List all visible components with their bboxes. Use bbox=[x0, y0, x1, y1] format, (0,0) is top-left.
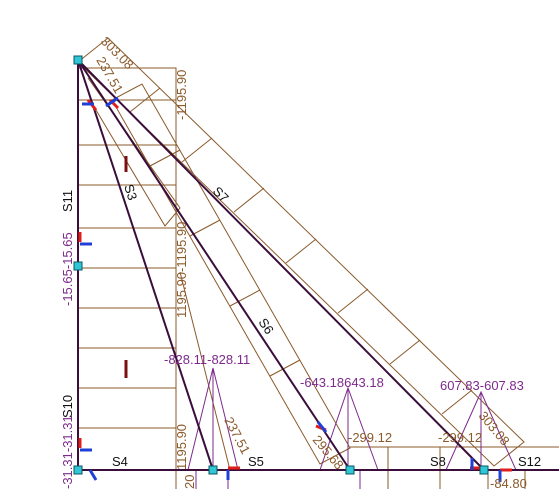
label-607: 607.83-607.83 bbox=[440, 378, 524, 393]
label-s4: S4 bbox=[112, 454, 128, 469]
s7-envelope-band bbox=[77, 37, 525, 467]
label-237-bottom: 237.51 bbox=[221, 414, 253, 456]
members-layer bbox=[77, 59, 559, 471]
label-s10: S10 bbox=[60, 395, 75, 418]
label-s6: S6 bbox=[256, 315, 277, 337]
label-15-65: -15.65-15.65 bbox=[60, 232, 75, 306]
label-s5: S5 bbox=[248, 454, 264, 469]
label-643: -643.18643.18 bbox=[300, 375, 384, 390]
node-mid-left[interactable] bbox=[73, 261, 83, 271]
member-s7 bbox=[77, 59, 485, 471]
vertical-envelope-hatching bbox=[78, 99, 176, 429]
axis-blue-9 bbox=[88, 469, 98, 481]
axis-blue-5 bbox=[316, 421, 328, 433]
label-s3: S3 bbox=[121, 182, 140, 202]
node-bottom-left[interactable] bbox=[73, 465, 83, 475]
label-31-31: -31.31-31.31 bbox=[60, 415, 75, 489]
axis-markers bbox=[78, 96, 512, 482]
node-s3-bottom[interactable] bbox=[208, 465, 218, 475]
node-top[interactable] bbox=[73, 55, 83, 65]
member-s6 bbox=[77, 59, 351, 471]
label-s11: S11 bbox=[60, 190, 75, 212]
node-s7-bottom[interactable] bbox=[479, 465, 489, 475]
member-s3 bbox=[77, 59, 214, 471]
s6-envelope-band bbox=[111, 83, 351, 465]
label-828: -828.11-828.11 bbox=[164, 352, 250, 367]
label-1195-top: -1195.90 bbox=[174, 70, 189, 120]
label-20: 20 bbox=[182, 475, 197, 489]
axis-blue-4 bbox=[105, 96, 119, 108]
label-s8: S8 bbox=[430, 454, 446, 469]
label-84: -84.80 bbox=[490, 476, 527, 489]
s6-envelope-hatching bbox=[149, 149, 301, 377]
nodes-layer bbox=[73, 55, 489, 475]
label-s7: S7 bbox=[210, 184, 232, 206]
s7-envelope-hatching bbox=[129, 87, 473, 415]
label-299-a: -299.12 bbox=[348, 430, 392, 445]
label-299-b: -299.12 bbox=[438, 430, 482, 445]
node-s6-bottom[interactable] bbox=[345, 465, 355, 475]
label-1195-bottom: 1195.90 bbox=[174, 424, 189, 470]
purple-spike-layer bbox=[187, 367, 517, 489]
vertical-envelope-outline bbox=[78, 67, 177, 471]
label-s12: S12 bbox=[518, 454, 541, 469]
label-1195-pair: 1195.90-1195.90 bbox=[174, 222, 189, 318]
